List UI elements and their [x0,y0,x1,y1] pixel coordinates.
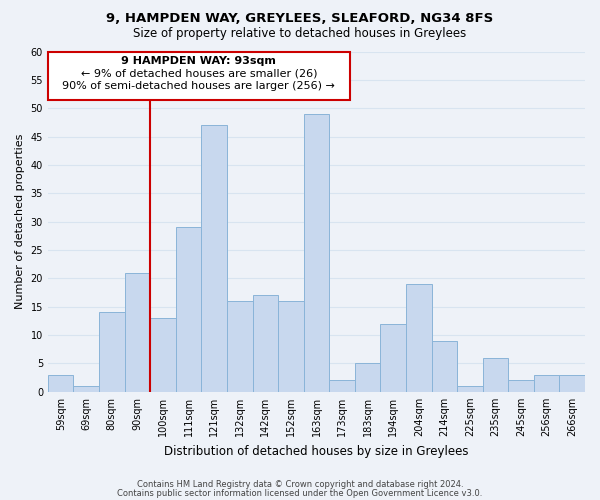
FancyBboxPatch shape [48,52,350,100]
Text: 9, HAMPDEN WAY, GREYLEES, SLEAFORD, NG34 8FS: 9, HAMPDEN WAY, GREYLEES, SLEAFORD, NG34… [106,12,494,26]
Bar [329,380,355,392]
Bar [176,228,202,392]
Text: 90% of semi-detached houses are larger (256) →: 90% of semi-detached houses are larger (… [62,81,335,91]
Bar [73,386,99,392]
Text: 9 HAMPDEN WAY: 93sqm: 9 HAMPDEN WAY: 93sqm [121,56,276,66]
Bar [278,301,304,392]
Bar [125,272,150,392]
Bar [380,324,406,392]
Text: Contains public sector information licensed under the Open Government Licence v3: Contains public sector information licen… [118,488,482,498]
Bar [304,114,329,392]
Bar [227,301,253,392]
Bar [48,375,73,392]
Text: ← 9% of detached houses are smaller (26): ← 9% of detached houses are smaller (26) [80,68,317,78]
Bar [482,358,508,392]
Bar [99,312,125,392]
Y-axis label: Number of detached properties: Number of detached properties [15,134,25,310]
Bar [508,380,534,392]
Bar [406,284,431,392]
Text: Contains HM Land Registry data © Crown copyright and database right 2024.: Contains HM Land Registry data © Crown c… [137,480,463,489]
X-axis label: Distribution of detached houses by size in Greylees: Distribution of detached houses by size … [164,444,469,458]
Bar [150,318,176,392]
Bar [355,364,380,392]
Text: Size of property relative to detached houses in Greylees: Size of property relative to detached ho… [133,28,467,40]
Bar [534,375,559,392]
Bar [559,375,585,392]
Bar [202,125,227,392]
Bar [253,296,278,392]
Bar [431,341,457,392]
Bar [457,386,482,392]
